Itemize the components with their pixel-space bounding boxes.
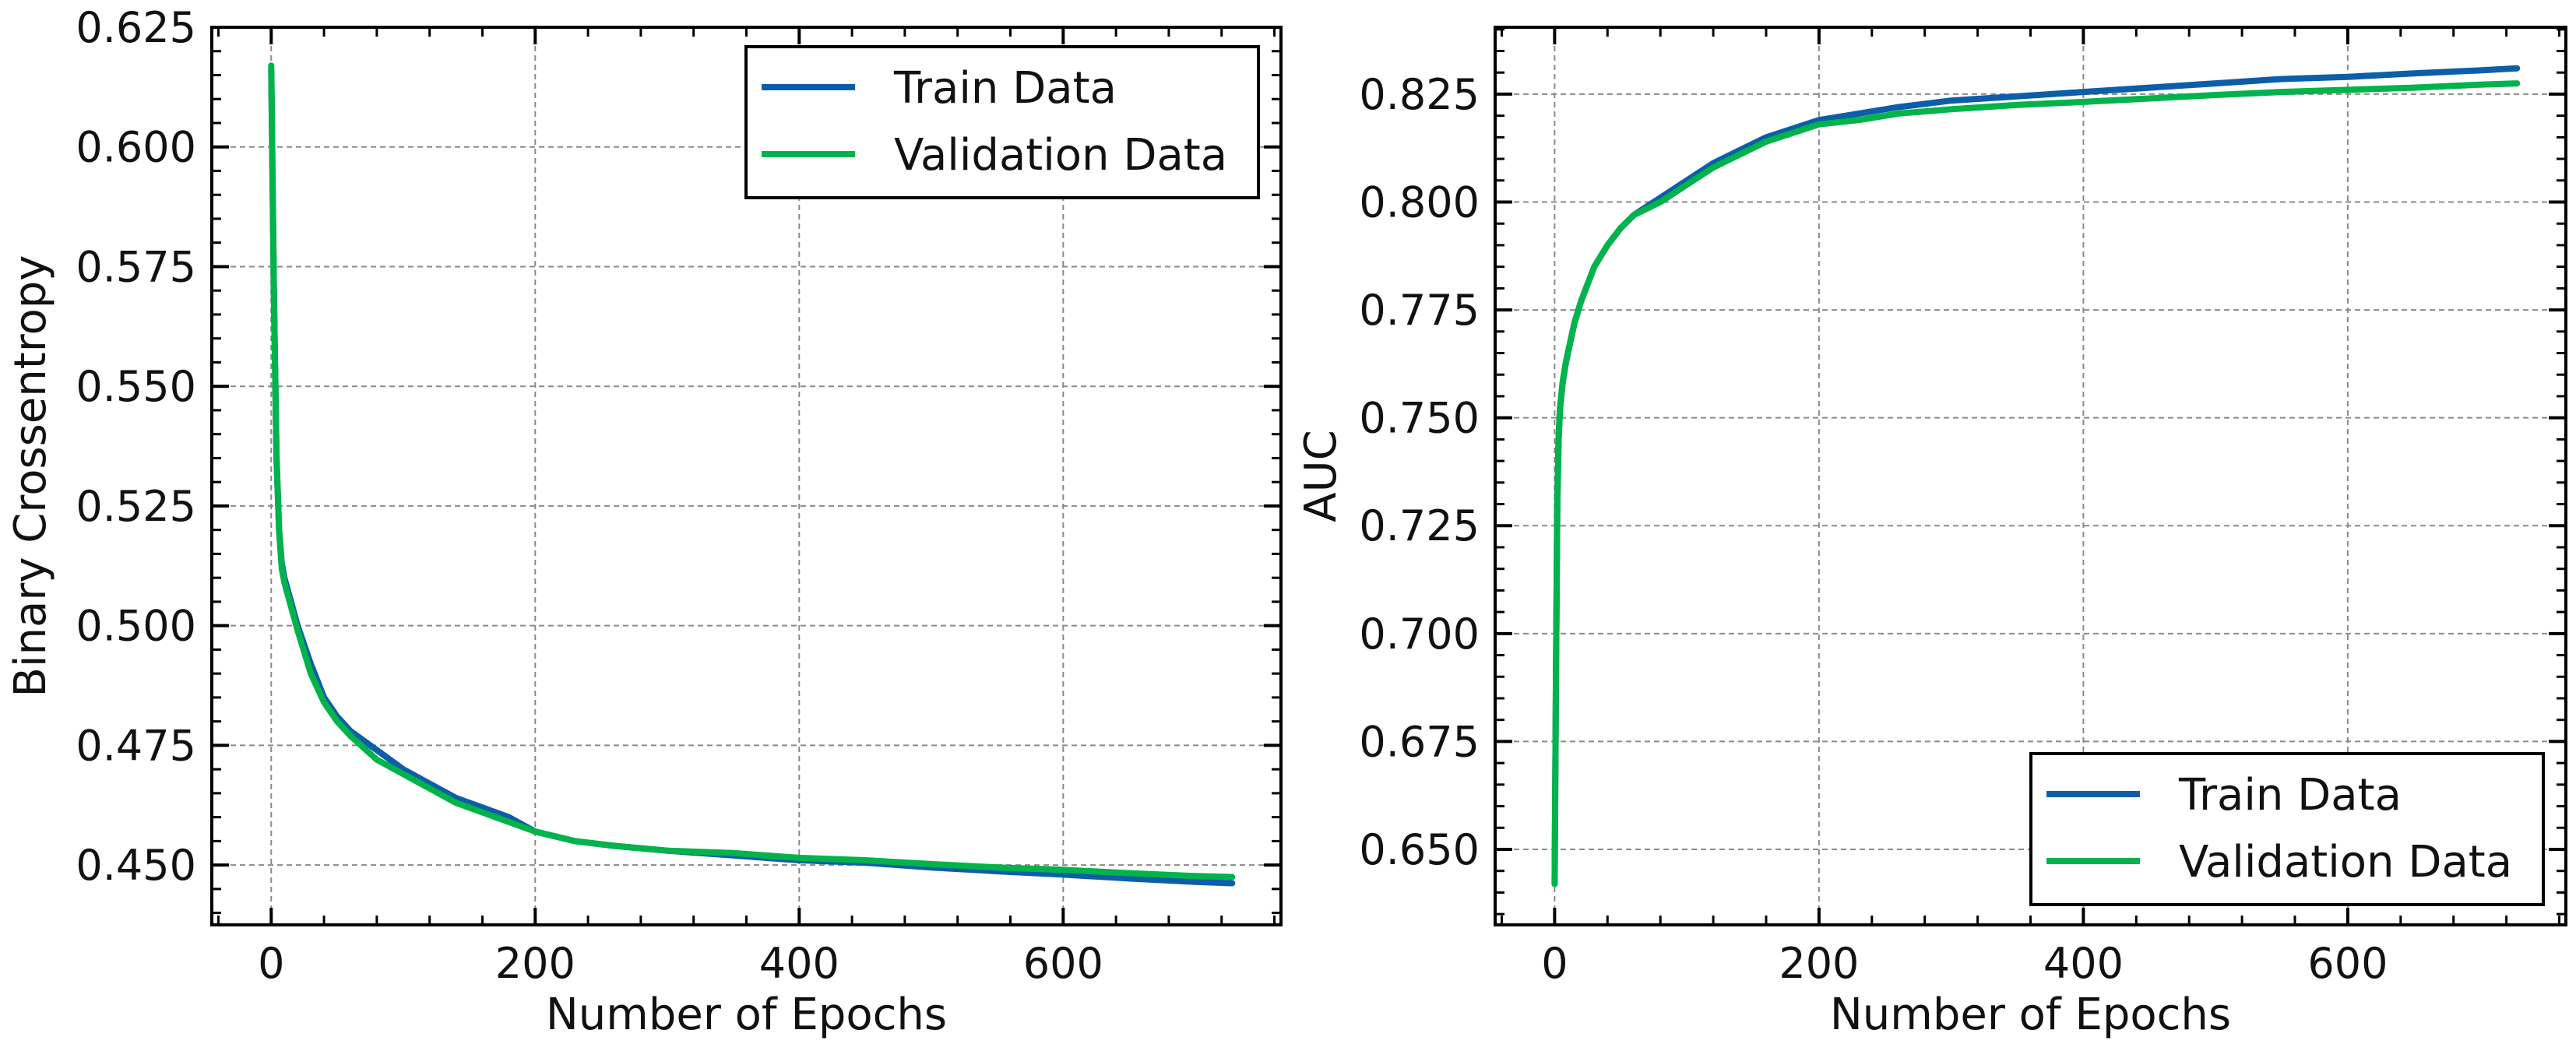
y-tick-label: 0.625 — [76, 3, 196, 52]
y-tick-label: 0.650 — [1359, 825, 1480, 874]
chart-panel-1: 0 200 400 600 0.450 0.475 0.500 0.525 0.550 0.575… — [5, 3, 1283, 1040]
y-tick-label: 0.800 — [1359, 178, 1480, 227]
y-tick-label: 0.700 — [1359, 610, 1480, 659]
y-tick-label: 0.475 — [76, 721, 196, 770]
axis-ticks — [212, 26, 1281, 925]
y-tick-label: 0.550 — [76, 362, 196, 411]
legend-label-validation: Validation Data — [894, 130, 1227, 181]
legend: Train Data Validation Data — [744, 45, 1260, 199]
x-tick-label: 600 — [2307, 939, 2388, 988]
legend-label-train: Train Data — [2178, 770, 2402, 821]
series-lines — [268, 62, 1236, 887]
series-line-validation — [268, 62, 1236, 881]
legend-box — [2029, 752, 2545, 906]
y-tick-label: 0.725 — [1359, 501, 1480, 550]
y-tick-label: 0.600 — [76, 123, 196, 172]
x-tick-label: 0 — [1541, 939, 1568, 988]
y-axis-label: Binary Crossentropy — [5, 255, 56, 698]
legend-box — [744, 45, 1260, 199]
axis-ticks — [1495, 27, 2566, 925]
y-tick-label: 0.750 — [1359, 394, 1480, 443]
chart-panel-2: 0 200 400 600 0.650 0.675 0.700 0.725 0.750 0.775… — [1296, 26, 2567, 1040]
x-tick-label: 200 — [495, 939, 575, 988]
x-tick-label: 200 — [1779, 939, 1859, 988]
x-tick-label: 0 — [258, 939, 284, 988]
x-tick-label: 400 — [759, 939, 839, 988]
y-axis-label: AUC — [1296, 430, 1346, 522]
y-tick-label: 0.825 — [1359, 70, 1480, 119]
minor-ticks — [212, 27, 1281, 925]
x-tick-label: 600 — [1023, 939, 1103, 988]
y-tick-label: 0.675 — [1359, 717, 1480, 766]
minor-ticks — [1495, 27, 2566, 925]
legend: Train Data Validation Data — [2029, 752, 2545, 906]
x-axis-label: Number of Epochs — [1830, 989, 2231, 1040]
y-tick-label: 0.450 — [76, 841, 196, 890]
series-lines — [1551, 65, 2521, 888]
y-tick-label: 0.575 — [76, 242, 196, 291]
series-line-validation — [1551, 80, 2521, 888]
x-tick-label: 400 — [2043, 939, 2124, 988]
x-axis-label: Number of Epochs — [546, 989, 947, 1040]
y-tick-label: 0.500 — [76, 602, 196, 651]
y-tick-label: 0.525 — [76, 482, 196, 531]
legend-label-train: Train Data — [893, 63, 1117, 114]
legend-label-validation: Validation Data — [2179, 837, 2512, 888]
y-tick-label: 0.775 — [1359, 286, 1480, 335]
